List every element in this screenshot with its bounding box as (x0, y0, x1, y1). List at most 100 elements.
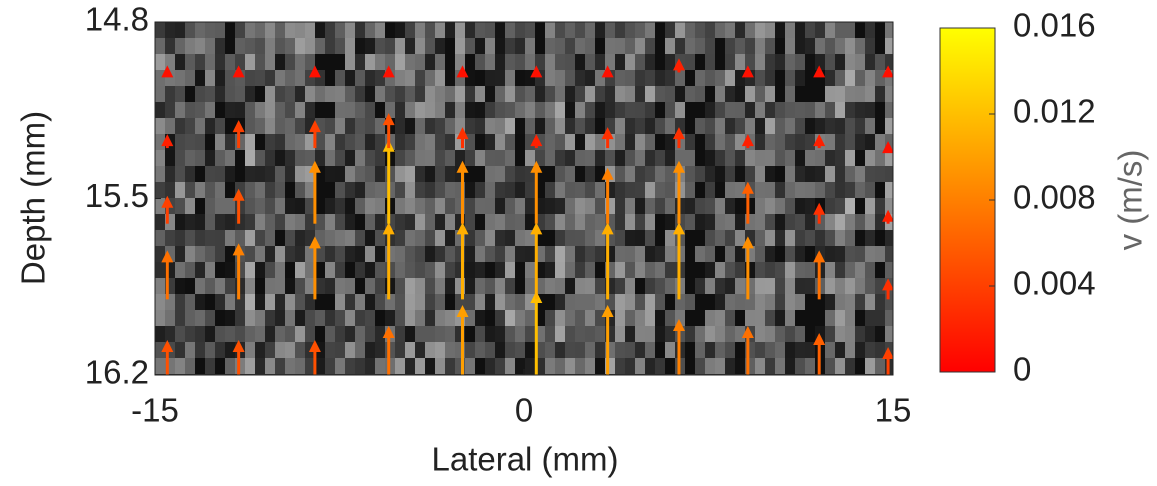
image-pixel (355, 246, 365, 262)
image-pixel (815, 230, 825, 246)
image-pixel (325, 326, 335, 342)
image-pixel (465, 166, 475, 182)
image-pixel (195, 198, 205, 214)
image-pixel (155, 310, 165, 326)
image-pixel (665, 86, 675, 102)
image-pixel (785, 38, 795, 54)
colorbar-tick-label: 0.004 (1013, 265, 1096, 302)
image-pixel (325, 166, 335, 182)
image-pixel (495, 118, 505, 134)
image-pixel (445, 70, 455, 86)
image-pixel (515, 230, 525, 246)
image-pixel (755, 134, 765, 150)
image-pixel (405, 102, 415, 118)
image-pixel (325, 342, 335, 358)
image-pixel (285, 198, 295, 214)
image-pixel (515, 310, 525, 326)
image-pixel (445, 22, 455, 38)
image-pixel (765, 54, 775, 70)
image-pixel (465, 246, 475, 262)
image-pixel (695, 230, 705, 246)
image-pixel (685, 198, 695, 214)
image-pixel (445, 150, 455, 166)
image-pixel (345, 214, 355, 230)
image-pixel (615, 134, 625, 150)
image-pixel (575, 342, 585, 358)
image-pixel (445, 326, 455, 342)
image-pixel (585, 150, 595, 166)
image-pixel (585, 278, 595, 294)
image-pixel (545, 262, 555, 278)
image-pixel (445, 54, 455, 70)
image-pixel (445, 246, 455, 262)
image-pixel (505, 54, 515, 70)
image-pixel (185, 150, 195, 166)
image-pixel (725, 198, 735, 214)
image-pixel (465, 86, 475, 102)
image-pixel (685, 358, 695, 374)
image-pixel (765, 342, 775, 358)
image-pixel (625, 22, 635, 38)
image-pixel (615, 310, 625, 326)
image-pixel (365, 118, 375, 134)
image-pixel (215, 326, 225, 342)
image-pixel (415, 150, 425, 166)
image-pixel (525, 342, 535, 358)
image-pixel (325, 70, 335, 86)
image-pixel (435, 70, 445, 86)
image-pixel (365, 342, 375, 358)
image-pixel (465, 102, 475, 118)
image-pixel (665, 278, 675, 294)
image-pixel (485, 342, 495, 358)
image-pixel (425, 102, 435, 118)
image-pixel (195, 294, 205, 310)
image-pixel (455, 38, 465, 54)
image-pixel (285, 70, 295, 86)
image-pixel (285, 150, 295, 166)
image-pixel (325, 358, 335, 374)
image-pixel (345, 38, 355, 54)
image-pixel (625, 38, 635, 54)
image-pixel (405, 230, 415, 246)
image-pixel (335, 294, 345, 310)
image-pixel (845, 278, 855, 294)
image-pixel (745, 54, 755, 70)
image-pixel (705, 22, 715, 38)
image-pixel (415, 294, 425, 310)
image-pixel (665, 310, 675, 326)
image-pixel (655, 262, 665, 278)
image-pixel (315, 326, 325, 342)
image-pixel (695, 326, 705, 342)
image-pixel (545, 38, 555, 54)
image-pixel (405, 294, 415, 310)
image-pixel (565, 262, 575, 278)
image-pixel (795, 86, 805, 102)
image-pixel (845, 182, 855, 198)
image-pixel (875, 182, 885, 198)
image-pixel (415, 358, 425, 374)
image-pixel (295, 198, 305, 214)
image-pixel (465, 278, 475, 294)
image-pixel (795, 262, 805, 278)
image-pixel (195, 22, 205, 38)
image-pixel (335, 278, 345, 294)
image-pixel (525, 118, 535, 134)
image-pixel (275, 166, 285, 182)
image-pixel (275, 54, 285, 70)
image-pixel (405, 70, 415, 86)
image-pixel (315, 214, 325, 230)
image-pixel (805, 134, 815, 150)
image-pixel (425, 54, 435, 70)
image-pixel (175, 118, 185, 134)
image-pixel (355, 326, 365, 342)
image-pixel (345, 70, 355, 86)
image-pixel (495, 150, 505, 166)
image-pixel (785, 294, 795, 310)
image-pixel (325, 150, 335, 166)
image-pixel (665, 102, 675, 118)
image-pixel (635, 86, 645, 102)
image-pixel (605, 54, 615, 70)
image-pixel (705, 102, 715, 118)
image-pixel (615, 22, 625, 38)
image-pixel (865, 54, 875, 70)
